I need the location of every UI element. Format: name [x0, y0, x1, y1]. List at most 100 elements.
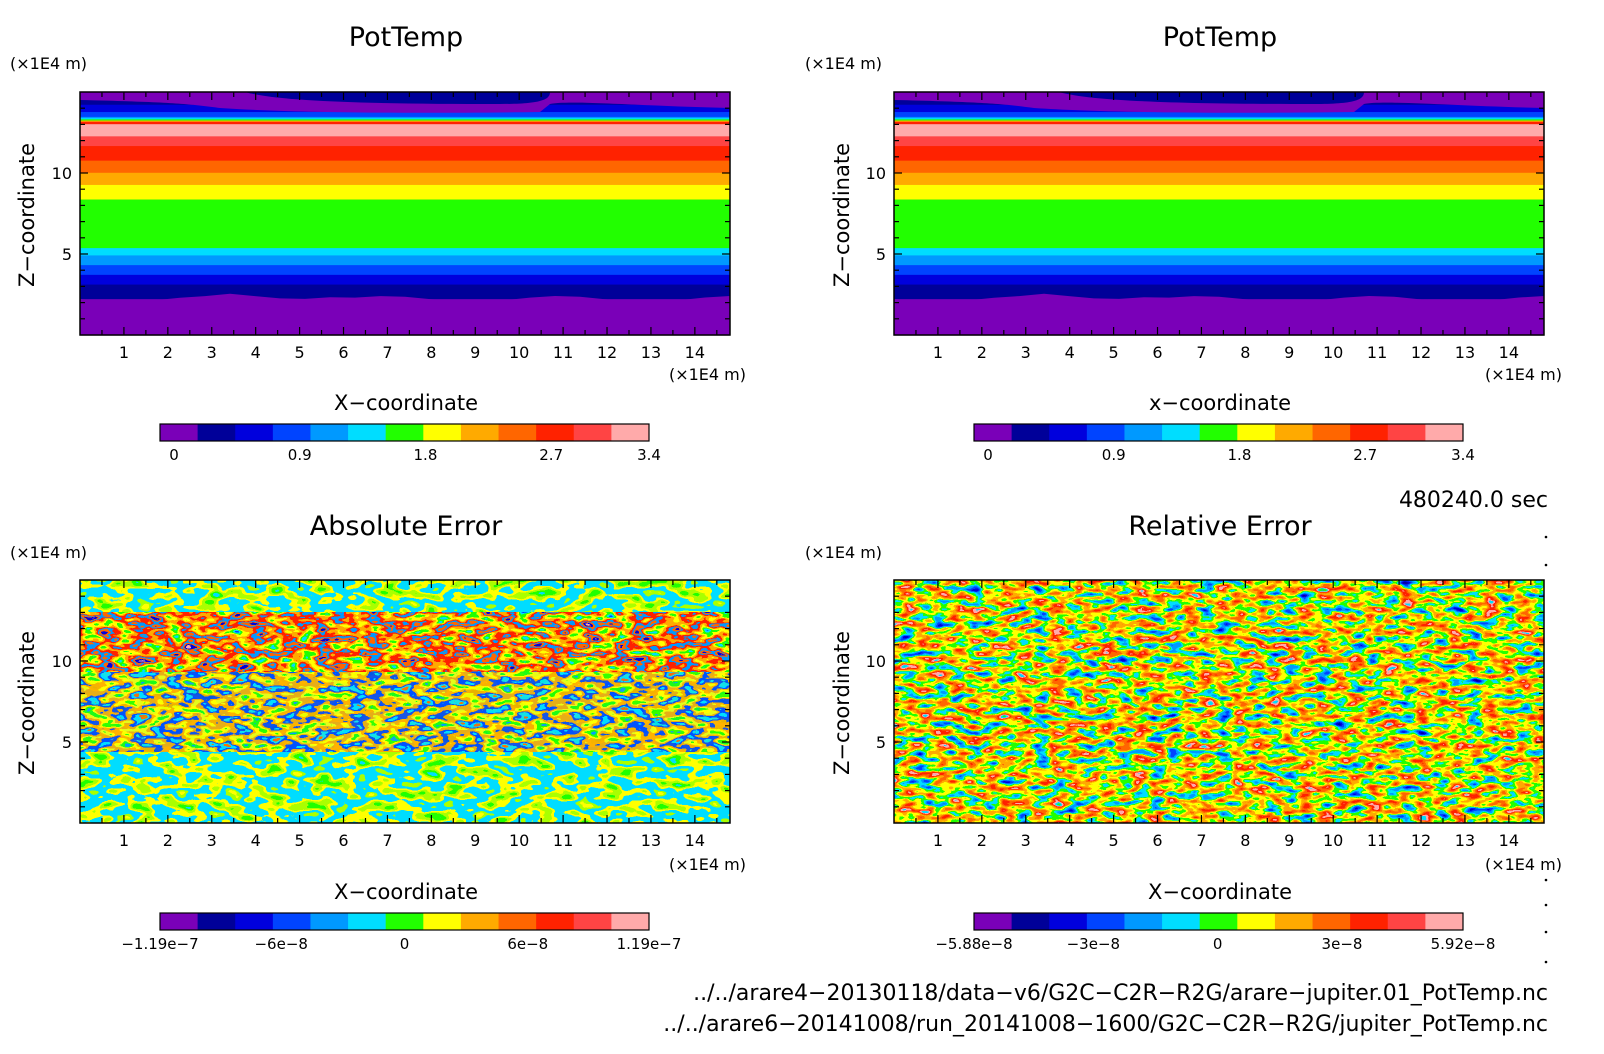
plot-frame [893, 91, 1545, 336]
x-tick-label: 5 [295, 831, 305, 850]
colorbar-swatch [310, 913, 349, 930]
colorbar-label: 0 [983, 446, 993, 464]
colorbar-label: 0 [169, 446, 179, 464]
colorbar-swatch [310, 424, 349, 441]
lower-cold-region [80, 293, 730, 335]
potential-temperature-band [80, 198, 730, 249]
potential-temperature-band [80, 145, 730, 161]
y-tick-label: 5 [876, 245, 886, 264]
x-tick-label: 8 [426, 831, 436, 850]
colorbar-swatch [1124, 913, 1163, 930]
colorbar-swatch [536, 424, 575, 441]
colorbar-swatch [272, 424, 311, 441]
colorbar-label: −1.19e−7 [121, 935, 198, 953]
colorbar-label: 0 [1213, 935, 1223, 953]
colorbar-swatch [272, 913, 311, 930]
x-tick-label: 5 [1109, 831, 1119, 850]
field-layer [894, 580, 1544, 823]
colorbar-swatch [1162, 424, 1201, 441]
x-tick-label: 9 [1284, 343, 1294, 362]
error-field [80, 580, 730, 823]
colorbar-label: −5.88e−8 [935, 935, 1012, 953]
colorbar-swatch [1162, 913, 1201, 930]
colorbar-swatch [573, 424, 612, 441]
potential-temperature-band [80, 111, 730, 117]
potential-temperature-band [80, 135, 730, 147]
field-layer [894, 92, 1544, 336]
x-tick-label: 11 [1367, 831, 1387, 850]
x-tick-label: 2 [163, 831, 173, 850]
y-tick-label: 10 [52, 164, 72, 183]
colorbar-label: 1.8 [414, 446, 438, 464]
x-tick-label: 8 [426, 343, 436, 362]
panel-title: Absolute Error [310, 511, 503, 542]
x-unit-label: (×1E4 m) [669, 855, 746, 874]
colorbar-swatch [385, 913, 424, 930]
y-tick-label: 5 [876, 733, 886, 752]
footer-file-2: ../../arare6−20141008/run_20141008−1600/… [663, 1012, 1548, 1037]
colorbar-swatch [1274, 424, 1313, 441]
colorbar-swatch [1199, 913, 1238, 930]
x-tick-label: 12 [1411, 831, 1431, 850]
x-tick-label: 10 [509, 831, 529, 850]
potential-temperature-band [894, 118, 1544, 121]
colorbar-swatch [1237, 424, 1276, 441]
colorbar-swatch [974, 424, 1013, 441]
y-axis-label: Z−coordinate [15, 631, 39, 775]
colorbar-swatch [1312, 424, 1351, 441]
colorbar-swatch [498, 424, 537, 441]
x-tick-label: 2 [163, 343, 173, 362]
colorbar-swatch [536, 913, 575, 930]
colorbar-label: 5.92e−8 [1431, 935, 1496, 953]
x-unit-label: (×1E4 m) [1485, 855, 1562, 874]
x-tick-label: 11 [553, 343, 573, 362]
panel-title: PotTemp [1163, 22, 1277, 53]
potential-temperature-band [894, 135, 1544, 147]
colorbar-swatch [1011, 913, 1050, 930]
x-tick-label: 6 [338, 831, 348, 850]
lower-cold-region [894, 293, 1544, 335]
potential-temperature-band [80, 247, 730, 256]
x-unit-label: (×1E4 m) [1485, 365, 1562, 384]
potential-temperature-band [894, 116, 1544, 119]
colorbar-label: 3.4 [637, 446, 661, 464]
potential-temperature-band [80, 274, 730, 285]
x-tick-label: 4 [1065, 343, 1075, 362]
colorbar-swatch [1387, 913, 1426, 930]
plot-frame [893, 579, 1545, 824]
x-tick-label: 4 [251, 831, 261, 850]
x-axis-label: x−coordinate [1149, 391, 1291, 415]
footer-file-1: ../../arare4−20130118/data−v6/G2C−C2R−R2… [693, 981, 1548, 1006]
x-tick-label: 12 [597, 831, 617, 850]
colorbar-swatch [573, 913, 612, 930]
y-unit-label: (×1E4 m) [805, 54, 882, 73]
colorbar-swatch [423, 424, 462, 441]
x-tick-label: 3 [1021, 831, 1031, 850]
colorbar-swatch [1350, 913, 1389, 930]
colorbar-label: 1.19e−7 [617, 935, 682, 953]
x-tick-label: 10 [509, 343, 529, 362]
panel-title: PotTemp [349, 22, 463, 53]
potential-temperature-band [894, 111, 1544, 117]
x-tick-label: 7 [1196, 343, 1206, 362]
x-tick-label: 3 [207, 343, 217, 362]
x-tick-label: 2 [977, 831, 987, 850]
potential-temperature-band [80, 117, 730, 120]
potential-temperature-band [80, 184, 730, 200]
x-tick-label: 7 [382, 831, 392, 850]
potential-temperature-band [894, 119, 1544, 122]
x-tick-label: 5 [295, 343, 305, 362]
field-layer [80, 580, 730, 823]
colorbar-swatch [1199, 424, 1238, 441]
edge-dots [1544, 535, 1548, 964]
colorbar-swatch [1086, 424, 1125, 441]
x-tick-label: 13 [1455, 831, 1475, 850]
y-unit-label: (×1E4 m) [805, 543, 882, 562]
colorbar-label: 1.8 [1228, 446, 1252, 464]
y-tick-label: 5 [62, 245, 72, 264]
colorbar-label: −6e−8 [254, 935, 307, 953]
colorbar-swatch [1049, 424, 1088, 441]
colorbar-label: 2.7 [539, 446, 563, 464]
x-tick-label: 12 [597, 343, 617, 362]
